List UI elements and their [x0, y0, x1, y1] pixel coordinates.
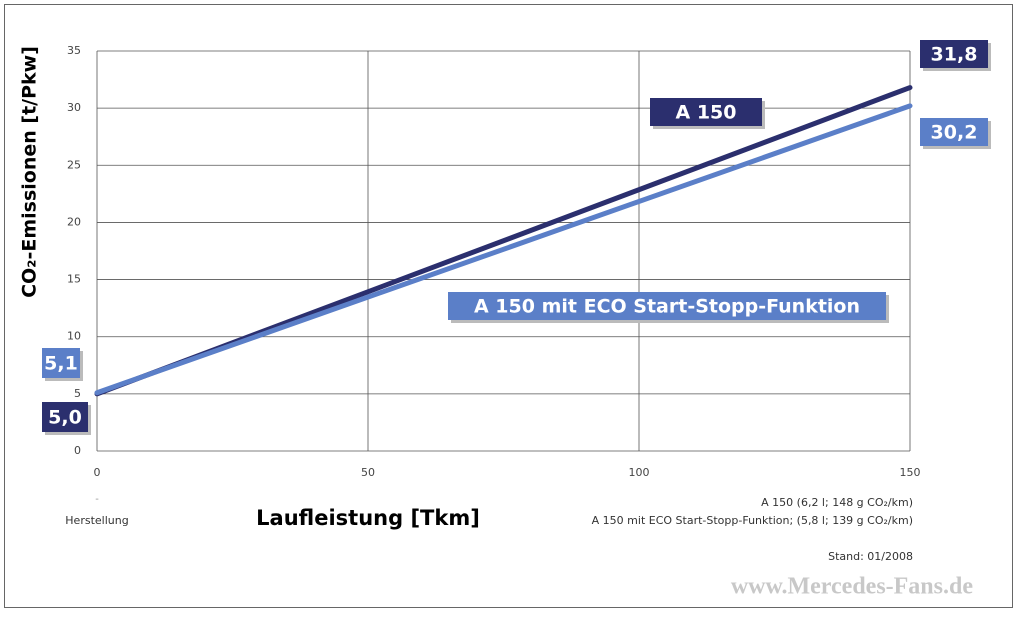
y-tick-label: 15	[67, 273, 81, 286]
note: A 150 (6,2 l; 148 g CO₂/km)	[761, 496, 913, 509]
value-label: 5,0	[48, 407, 82, 429]
x-tick-label: 150	[900, 466, 921, 479]
x-tick-label: 0	[94, 466, 101, 479]
legend-label-box	[448, 292, 886, 320]
x-tick-label: 50	[361, 466, 375, 479]
tick-dash: -	[95, 494, 99, 505]
note: A 150 mit ECO Start-Stopp-Funktion; (5,8…	[592, 514, 913, 527]
legend-label: A 150	[676, 102, 737, 124]
watermark: www.Mercedes-Fans.de	[731, 574, 974, 600]
y-tick-label: 25	[67, 158, 81, 171]
y-tick-label: 0	[74, 444, 81, 457]
value-label: 5,1	[44, 353, 78, 375]
y-tick-label: 5	[74, 387, 81, 400]
value-label-box	[42, 402, 88, 432]
stand: Stand: 01/2008	[828, 550, 913, 563]
y-tick-label: 35	[67, 44, 81, 57]
value-label-box	[42, 348, 80, 378]
y-tick-label: 20	[67, 215, 81, 228]
value-label: 31,8	[931, 44, 978, 66]
value-label-box	[920, 118, 988, 146]
value-label: 30,2	[931, 122, 978, 144]
x-axis-label: Laufleistung [Tkm]	[256, 506, 480, 530]
y-tick-label: 30	[67, 101, 81, 114]
x-start-note: Herstellung	[65, 514, 128, 527]
line	[94, 103, 913, 396]
frame	[4, 4, 1013, 608]
x-tick-label: 100	[629, 466, 650, 479]
legend-label: A 150 mit ECO Start-Stopp-Funktion	[474, 296, 860, 318]
y-tick-label: 10	[67, 330, 81, 343]
y-axis-label: CO₂-Emissionen [t/Pkw]	[19, 46, 41, 298]
value-label-box	[920, 40, 988, 68]
legend-label-box	[650, 98, 762, 126]
